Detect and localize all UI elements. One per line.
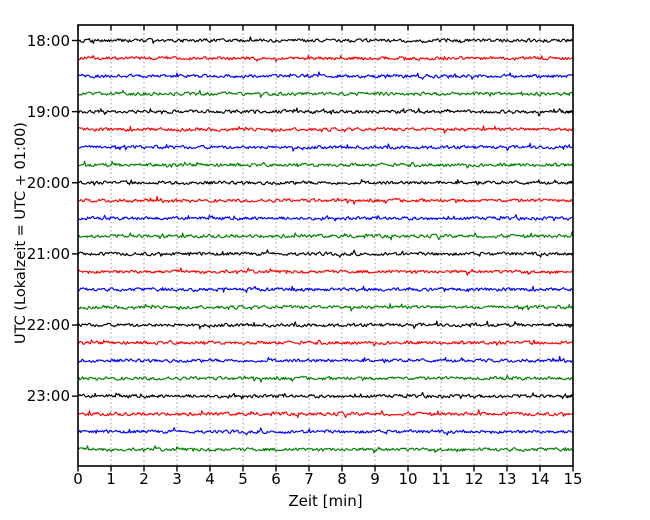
y-axis-tick-labels: 18:00 19:00 20:00 21:00 22:00 23:00 — [0, 0, 70, 520]
x-tick-label: 3 — [172, 470, 182, 488]
trace-21-45 — [77, 303, 574, 312]
x-tick-label: 12 — [464, 470, 484, 488]
x-tick-label: 1 — [106, 470, 116, 488]
y-tick-label: 19:00 — [26, 102, 70, 121]
y-tick-label: 20:00 — [26, 173, 70, 192]
x-tick-label: 2 — [139, 470, 149, 488]
x-tick-label: 13 — [497, 470, 517, 488]
trace-22-15 — [77, 339, 574, 347]
trace-23-30 — [77, 427, 574, 436]
trace-22-00 — [77, 320, 574, 330]
trace-group — [77, 36, 574, 454]
trace-18-30 — [77, 71, 574, 80]
trace-19-45 — [77, 160, 574, 169]
trace-18-15 — [77, 54, 574, 63]
x-tick-label: 9 — [370, 470, 380, 488]
trace-20-00 — [77, 179, 574, 186]
trace-19-30 — [77, 142, 574, 152]
x-tick-label: 6 — [271, 470, 281, 488]
x-tick-label: 10 — [398, 470, 418, 488]
y-tick-label: 23:00 — [26, 387, 70, 406]
x-axis-label: Zeit [min] — [288, 492, 363, 510]
x-axis-ticks — [77, 25, 574, 472]
trace-20-30 — [77, 214, 574, 222]
x-tick-label: 11 — [431, 470, 451, 488]
y-tick-label: 21:00 — [26, 244, 70, 263]
trace-19-00 — [77, 107, 574, 117]
trace-18-00 — [77, 36, 574, 44]
trace-23-15 — [77, 409, 574, 419]
trace-19-15 — [77, 125, 574, 134]
x-tick-label: 8 — [337, 470, 347, 488]
trace-20-15 — [77, 195, 574, 205]
x-tick-label: 14 — [530, 470, 550, 488]
trace-23-00 — [77, 391, 574, 400]
trace-21-30 — [77, 285, 574, 294]
trace-21-15 — [77, 267, 574, 276]
x-tick-label: 4 — [205, 470, 215, 488]
x-tick-label: 15 — [563, 470, 583, 488]
trace-23-45 — [77, 445, 574, 454]
y-tick-label: 22:00 — [26, 316, 70, 335]
trace-18-45 — [77, 89, 574, 99]
y-tick-label: 18:00 — [26, 31, 70, 50]
trace-21-00 — [77, 249, 574, 258]
x-tick-label: 5 — [238, 470, 248, 488]
x-tick-label: 0 — [73, 470, 83, 488]
y-axis-ticks — [72, 39, 573, 397]
grid-lines — [110, 25, 541, 466]
x-tick-label: 7 — [304, 470, 314, 488]
trace-22-45 — [77, 374, 574, 383]
trace-20-45 — [77, 231, 574, 241]
trace-22-30 — [77, 355, 574, 364]
